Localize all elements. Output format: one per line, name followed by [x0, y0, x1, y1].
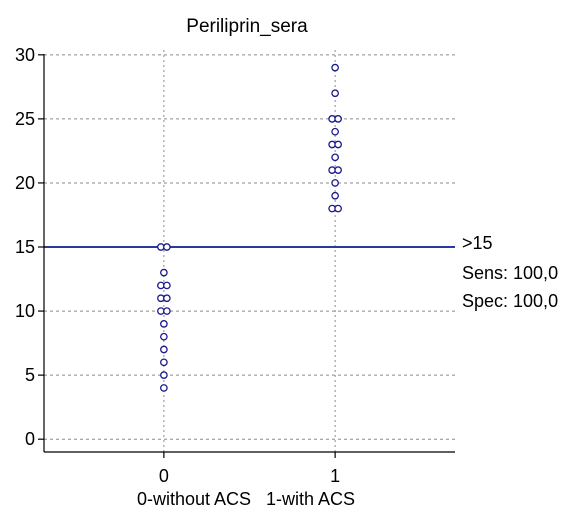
data-point [163, 243, 171, 251]
data-point [334, 166, 342, 174]
data-point [331, 179, 339, 187]
data-point [331, 127, 339, 136]
data-point [160, 320, 168, 328]
data-point [160, 358, 168, 367]
data-point [163, 307, 171, 315]
data-point [163, 281, 171, 290]
grid-layer [44, 50, 455, 452]
data-point [334, 204, 342, 213]
data-point [160, 345, 168, 354]
axes-layer: 0 5 10 15 20 25 30 0 1 [15, 45, 455, 486]
chart-title: Periliprin_sera [186, 16, 308, 37]
x-axis-label: 0-without ACS 1-with ACS [137, 489, 355, 509]
cutoff-label: >15 [462, 233, 493, 253]
specificity-label: Spec: 100,0 [462, 291, 558, 311]
data-point [160, 268, 168, 277]
y-tick-label: 10 [15, 301, 35, 321]
y-tick-label: 0 [25, 429, 35, 449]
data-point [331, 153, 339, 162]
y-tick-label: 5 [25, 365, 35, 385]
sensitivity-label: Sens: 100,0 [462, 263, 558, 283]
x-tick-label: 0 [159, 466, 169, 486]
data-point [160, 371, 168, 379]
y-tick-label: 25 [15, 109, 35, 129]
data-point [160, 332, 168, 341]
y-tick-label: 30 [15, 45, 35, 65]
data-point [334, 115, 342, 123]
data-point [334, 140, 342, 149]
y-tick-label: 20 [15, 173, 35, 193]
x-tick-label: 1 [330, 466, 340, 486]
data-point [331, 63, 339, 72]
data-point [163, 294, 171, 303]
y-tick-label: 15 [15, 237, 35, 257]
data-point [160, 384, 168, 392]
data-point [331, 89, 339, 98]
data-point [331, 191, 339, 200]
points-layer [157, 63, 342, 392]
